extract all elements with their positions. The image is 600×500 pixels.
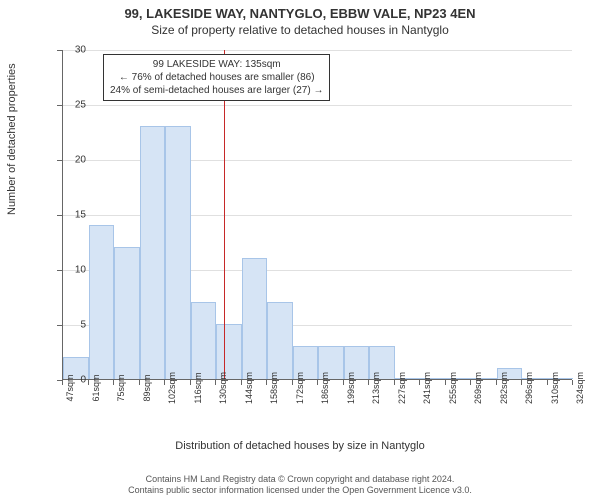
footer-line-1: Contains HM Land Registry data © Crown c…	[0, 474, 600, 485]
x-tick-label: 130sqm	[218, 372, 228, 404]
histogram-bar	[242, 258, 268, 379]
x-tick-mark	[164, 380, 165, 385]
y-tick-mark	[57, 50, 62, 51]
x-tick-label: 213sqm	[371, 372, 381, 404]
y-tick-label: 30	[46, 45, 86, 56]
x-tick-label: 47sqm	[65, 374, 75, 401]
y-tick-label: 10	[46, 265, 86, 276]
annotation-line2: ← 76% of detached houses are smaller (86…	[110, 71, 323, 84]
x-tick-label: 255sqm	[448, 372, 458, 404]
x-tick-mark	[113, 380, 114, 385]
histogram-bar	[89, 225, 115, 379]
y-tick-mark	[57, 325, 62, 326]
x-tick-mark	[368, 380, 369, 385]
x-tick-mark	[62, 380, 63, 385]
x-tick-mark	[241, 380, 242, 385]
x-tick-label: 116sqm	[193, 372, 203, 403]
y-axis-label: Number of detached properties	[6, 63, 18, 215]
y-tick-mark	[57, 105, 62, 106]
y-tick-label: 25	[46, 100, 86, 111]
x-tick-mark	[521, 380, 522, 385]
x-tick-label: 199sqm	[346, 372, 356, 404]
annotation-box: 99 LAKESIDE WAY: 135sqm← 76% of detached…	[103, 54, 330, 101]
histogram-bar	[114, 247, 140, 379]
gridline	[63, 50, 572, 51]
x-tick-label: 186sqm	[320, 372, 330, 404]
x-tick-mark	[292, 380, 293, 385]
y-tick-mark	[57, 215, 62, 216]
y-tick-mark	[57, 270, 62, 271]
x-tick-mark	[394, 380, 395, 385]
x-tick-label: 269sqm	[473, 372, 483, 404]
x-tick-label: 61sqm	[91, 374, 101, 401]
x-axis-label: Distribution of detached houses by size …	[0, 440, 600, 452]
gridline	[63, 105, 572, 106]
y-tick-label: 5	[46, 320, 86, 331]
x-tick-mark	[572, 380, 573, 385]
x-tick-mark	[88, 380, 89, 385]
x-tick-label: 282sqm	[499, 372, 509, 404]
x-tick-mark	[266, 380, 267, 385]
chart-subtitle: Size of property relative to detached ho…	[0, 21, 600, 37]
y-tick-label: 20	[46, 155, 86, 166]
footer-line-2: Contains public sector information licen…	[0, 485, 600, 496]
x-tick-label: 172sqm	[295, 372, 305, 404]
x-tick-label: 158sqm	[269, 372, 279, 404]
x-tick-mark	[547, 380, 548, 385]
x-tick-label: 324sqm	[575, 372, 585, 404]
footer-note: Contains HM Land Registry data © Crown c…	[0, 474, 600, 497]
x-tick-mark	[445, 380, 446, 385]
x-tick-mark	[419, 380, 420, 385]
x-tick-mark	[139, 380, 140, 385]
x-tick-label: 227sqm	[397, 372, 407, 404]
chart-container: 99, LAKESIDE WAY, NANTYGLO, EBBW VALE, N…	[0, 0, 600, 500]
x-tick-mark	[470, 380, 471, 385]
x-tick-label: 144sqm	[244, 372, 254, 404]
x-tick-label: 89sqm	[142, 374, 152, 401]
plot-area: 99 LAKESIDE WAY: 135sqm← 76% of detached…	[62, 50, 572, 380]
histogram-bar	[140, 126, 166, 379]
y-tick-label: 15	[46, 210, 86, 221]
histogram-bar	[216, 324, 242, 379]
x-tick-label: 310sqm	[550, 372, 560, 404]
x-tick-label: 296sqm	[524, 372, 534, 404]
x-tick-label: 102sqm	[167, 372, 177, 404]
histogram-bar	[165, 126, 191, 379]
y-tick-mark	[57, 160, 62, 161]
histogram-bar	[267, 302, 293, 379]
annotation-line3: 24% of semi-detached houses are larger (…	[110, 84, 323, 97]
x-tick-mark	[317, 380, 318, 385]
x-tick-mark	[190, 380, 191, 385]
chart-title: 99, LAKESIDE WAY, NANTYGLO, EBBW VALE, N…	[0, 0, 600, 21]
x-tick-mark	[496, 380, 497, 385]
histogram-bar	[191, 302, 217, 379]
x-tick-label: 241sqm	[422, 372, 432, 404]
x-tick-mark	[215, 380, 216, 385]
x-tick-label: 75sqm	[116, 374, 126, 401]
annotation-line1: 99 LAKESIDE WAY: 135sqm	[110, 58, 323, 71]
x-tick-mark	[343, 380, 344, 385]
